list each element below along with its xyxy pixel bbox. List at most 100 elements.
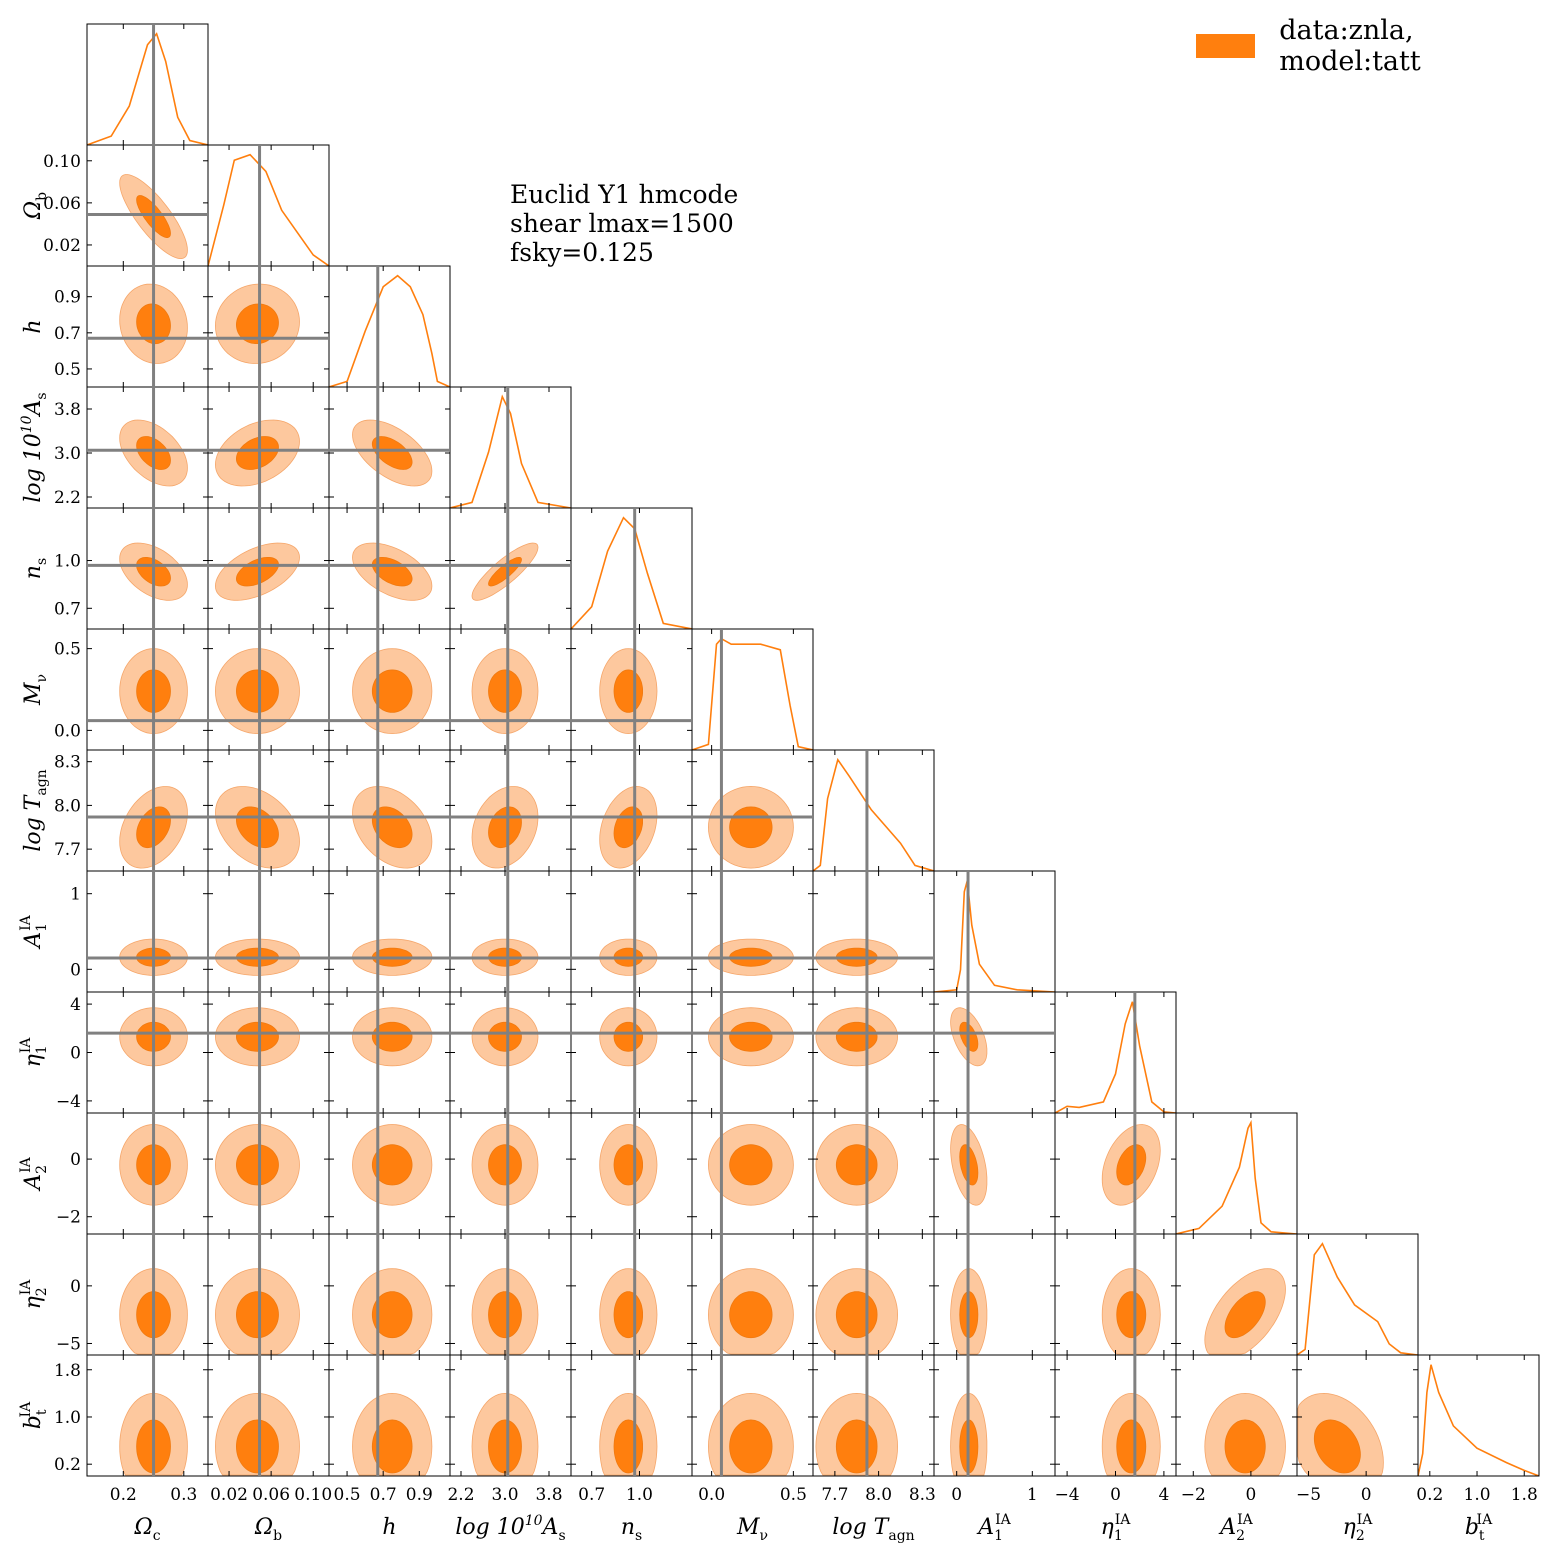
y-axis-label-8: η1IA: [18, 1037, 50, 1068]
panel-10-3: [449, 1233, 572, 1356]
contour-1sigma-10-8: [1116, 1291, 1147, 1339]
x-tick-label: 0: [1110, 1485, 1121, 1505]
y-axis-label-7: A1IA: [18, 914, 50, 949]
panel-8-8: [1054, 991, 1177, 1114]
panel-10-10: [1296, 1233, 1419, 1356]
x-tick-label: 1.0: [1464, 1485, 1491, 1505]
contour-1sigma-11-5: [729, 1419, 773, 1474]
panel-4-0: [86, 507, 209, 630]
panel-10-2: [328, 1233, 451, 1356]
panel-10-6: [812, 1233, 935, 1356]
contour-1sigma-11-10: [1313, 1419, 1361, 1474]
marginal-pdf-10: [1297, 1242, 1418, 1355]
plot-annotation: Euclid Y1 hmcode shear lmax=1500 fsky=0.…: [510, 180, 738, 267]
contour-1sigma-10-6: [835, 1291, 878, 1339]
x-tick-label: 0: [951, 1485, 962, 1505]
marginal-pdf-7: [934, 880, 1055, 992]
contour-1sigma-9-6: [835, 1144, 878, 1186]
panel-1-1: [207, 144, 330, 267]
contour-1sigma-9-4: [613, 1144, 643, 1186]
y-axis-label-10: η2IA: [18, 1279, 50, 1310]
x-tick-label: 0: [1361, 1485, 1372, 1505]
x-tick-label: 4: [1158, 1485, 1169, 1505]
contour-1sigma-11-8: [1116, 1419, 1147, 1474]
panel-9-6: [812, 1112, 935, 1235]
panel-9-8: [1054, 1112, 1177, 1235]
panel-frame: [933, 870, 1056, 993]
contour-1sigma-8-2: [371, 1021, 413, 1052]
x-tick-label: 3.0: [491, 1485, 518, 1505]
contour-1sigma-11-9: [1224, 1419, 1266, 1474]
y-tick-label: −4: [56, 1092, 81, 1112]
marginal-pdf-3: [450, 394, 571, 508]
y-tick-label: 1.8: [54, 1361, 81, 1381]
panel-4-1: [207, 507, 330, 630]
panel-8-3: [449, 991, 572, 1114]
y-axis-label-4: ns: [21, 558, 50, 579]
panel-6-3: [449, 749, 572, 872]
panel-11-11: [1417, 1354, 1540, 1477]
x-tick-label: 7.7: [821, 1485, 848, 1505]
panel-frame: [933, 1112, 1056, 1235]
panel-7-0: [86, 870, 209, 993]
x-tick-label: 0.0: [698, 1485, 725, 1505]
x-tick-label: 2.2: [447, 1485, 474, 1505]
panel-11-4: [570, 1354, 693, 1477]
x-tick-label: −4: [1055, 1485, 1080, 1505]
y-tick-label: 8.3: [54, 753, 81, 773]
x-tick-label: 0.7: [578, 1485, 605, 1505]
panel-2-0: [86, 265, 209, 388]
panel-11-2: [328, 1354, 451, 1477]
panel-11-6: [812, 1354, 935, 1477]
panel-frame: [1417, 1354, 1540, 1477]
y-axis-label-3: log 1010As: [19, 392, 50, 502]
y-tick-label: 0.5: [54, 640, 81, 660]
x-axis-label-2: h: [382, 1515, 396, 1540]
y-tick-label: 7.7: [54, 840, 81, 860]
panel-10-1: [207, 1233, 330, 1356]
y-tick-label: 8.0: [54, 796, 81, 816]
contour-1sigma-8-4: [613, 1021, 643, 1052]
panel-9-5: [691, 1112, 814, 1235]
panel-8-6: [812, 991, 935, 1114]
x-tick-label: 0.3: [170, 1485, 197, 1505]
marginal-pdf-4: [571, 516, 692, 629]
y-tick-label: 0.7: [54, 324, 81, 344]
contour-1sigma-10-4: [613, 1291, 643, 1339]
panel-1-0: [86, 144, 209, 267]
contour-1sigma-8-1: [235, 1021, 279, 1052]
panel-11-8: [1054, 1354, 1177, 1477]
panel-11-10: [1296, 1354, 1419, 1477]
y-tick-label: 0.02: [43, 236, 81, 256]
marginal-pdf-9: [1176, 1119, 1297, 1234]
panel-2-1: [207, 265, 330, 388]
panel-3-1: [207, 386, 330, 509]
y-tick-label: 0.0: [54, 721, 81, 741]
panel-frame: [86, 23, 209, 146]
panel-5-3: [449, 628, 572, 751]
panel-frame: [207, 144, 330, 267]
y-tick-label: 0.7: [54, 599, 81, 619]
panel-7-7: [933, 870, 1056, 993]
marginal-pdf-11: [1418, 1364, 1539, 1476]
panel-6-4: [570, 749, 693, 872]
panel-frame: [328, 265, 451, 388]
x-tick-label: 8.3: [909, 1485, 936, 1505]
y-axis-label-9: A2IA: [18, 1156, 50, 1191]
y-tick-label: −5: [56, 1334, 81, 1354]
contour-1sigma-8-5: [729, 1021, 773, 1052]
panel-9-3: [449, 1112, 572, 1235]
y-tick-label: 0.10: [43, 152, 81, 172]
panel-10-9: [1175, 1233, 1298, 1356]
x-tick-label: 0.7: [370, 1485, 397, 1505]
x-axis-label-1: Ωb: [254, 1515, 282, 1544]
x-tick-label: 0.2: [110, 1485, 137, 1505]
contour-1sigma-11-6: [835, 1419, 878, 1474]
x-tick-label: 0.06: [252, 1485, 290, 1505]
x-tick-label: 1: [1027, 1485, 1038, 1505]
y-tick-label: 0: [70, 1044, 81, 1064]
contour-1sigma-9-5: [729, 1144, 773, 1186]
annotation-line-shear: shear lmax=1500: [510, 209, 734, 238]
